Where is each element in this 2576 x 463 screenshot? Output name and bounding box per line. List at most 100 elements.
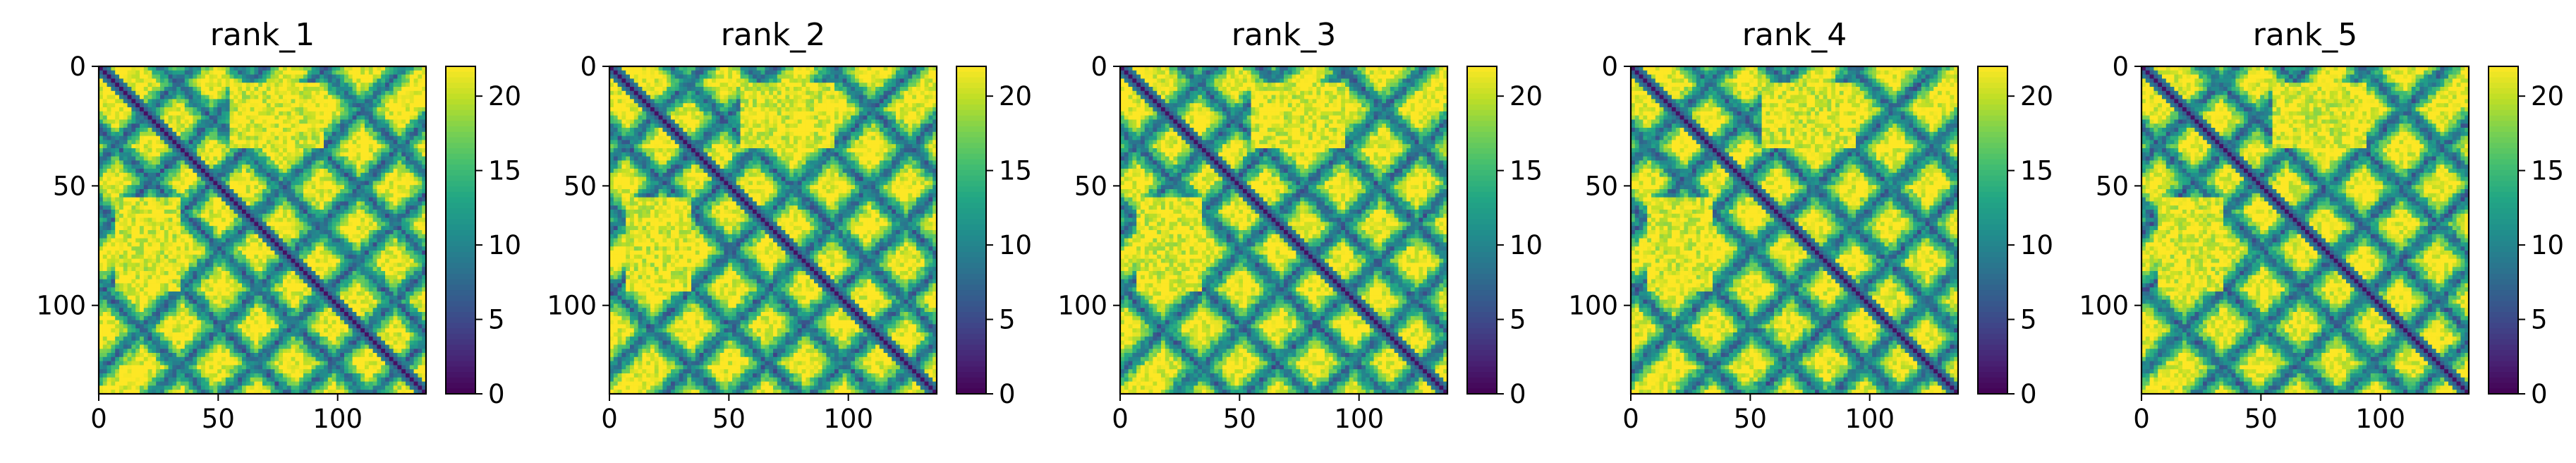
heatmap-cell — [131, 189, 136, 194]
heatmap-cell — [168, 74, 173, 79]
heatmap-cell — [389, 136, 394, 140]
heatmap-cell — [127, 210, 132, 215]
heatmap-cell — [291, 172, 296, 178]
heatmap-cell — [107, 172, 111, 178]
heatmap-cell — [225, 226, 231, 231]
heatmap-cell — [327, 169, 333, 174]
heatmap-cell — [381, 156, 386, 161]
heatmap-cell — [254, 275, 259, 280]
heatmap-cell — [356, 176, 361, 181]
heatmap-cell — [283, 267, 288, 272]
heatmap-cell — [409, 271, 415, 276]
heatmap-cell — [279, 234, 284, 239]
heatmap-cell — [140, 103, 145, 108]
heatmap-cell — [111, 246, 116, 251]
heatmap-cell — [193, 210, 198, 215]
heatmap-cell — [229, 189, 234, 194]
heatmap-cell — [344, 124, 349, 128]
heatmap-cell — [348, 78, 353, 83]
heatmap-cell — [307, 131, 312, 137]
heatmap-cell — [307, 291, 312, 296]
heatmap-cell — [381, 103, 386, 108]
heatmap-cell — [340, 246, 345, 251]
heatmap-cell — [205, 169, 210, 174]
heatmap-cell — [229, 193, 234, 198]
heatmap-cell — [197, 99, 202, 104]
heatmap-cell — [184, 78, 190, 83]
heatmap-cell — [336, 230, 341, 235]
heatmap-cell — [381, 128, 386, 133]
heatmap-cell — [164, 295, 169, 301]
heatmap-cell — [389, 267, 394, 272]
heatmap-cell — [242, 238, 247, 243]
heatmap-cell — [262, 205, 267, 210]
heatmap-cell — [303, 234, 308, 239]
heatmap-cell — [340, 107, 345, 112]
heatmap-cell — [184, 131, 190, 137]
heatmap-cell — [135, 271, 140, 276]
heatmap-cell — [135, 83, 140, 88]
heatmap-cell — [168, 205, 173, 210]
heatmap-cell — [393, 226, 398, 231]
heatmap-cell — [115, 83, 120, 88]
heatmap-cell — [225, 263, 231, 267]
heatmap-cell — [262, 217, 267, 222]
heatmap-cell — [184, 295, 190, 301]
heatmap-cell — [311, 193, 316, 198]
heatmap-cell — [135, 103, 140, 108]
heatmap-cell — [172, 230, 177, 235]
heatmap-cell — [135, 291, 140, 296]
heatmap-cell — [245, 172, 251, 178]
heatmap-cell — [320, 315, 324, 321]
heatmap-cell — [356, 213, 361, 219]
heatmap-cell — [217, 144, 222, 149]
heatmap-cell — [140, 144, 145, 149]
heatmap-cell — [123, 172, 128, 178]
heatmap-cell — [274, 144, 279, 149]
heatmap-cell — [340, 315, 345, 321]
heatmap-cell — [348, 140, 353, 145]
heatmap-cell — [327, 251, 333, 255]
heatmap-cell — [217, 295, 222, 301]
heatmap-cell — [418, 303, 423, 308]
heatmap-cell — [324, 169, 329, 174]
heatmap-cell — [209, 148, 214, 153]
heatmap-cell — [99, 279, 104, 284]
heatmap-cell — [123, 131, 128, 137]
heatmap-cell — [111, 258, 116, 263]
heatmap-cell — [193, 222, 198, 227]
heatmap-cell — [356, 160, 361, 165]
heatmap-cell — [381, 83, 386, 88]
heatmap-cell — [160, 246, 165, 251]
heatmap-cell — [250, 119, 255, 124]
heatmap-cell — [336, 99, 341, 104]
heatmap-cell — [283, 140, 288, 145]
heatmap-cell — [201, 222, 206, 227]
heatmap-cell — [360, 295, 365, 301]
heatmap-cell — [213, 95, 218, 100]
heatmap-cell — [393, 181, 398, 186]
heatmap-cell — [315, 275, 320, 280]
heatmap-cell — [201, 254, 206, 260]
heatmap-cell — [372, 164, 377, 169]
heatmap-cell — [254, 148, 259, 153]
heatmap-cell — [262, 315, 267, 321]
heatmap-cell — [336, 205, 341, 210]
heatmap-cell — [286, 70, 292, 76]
heatmap-cell — [413, 222, 418, 227]
heatmap-cell — [254, 242, 259, 247]
heatmap-cell — [406, 246, 411, 251]
heatmap-cell — [160, 279, 165, 284]
heatmap-cell — [274, 160, 279, 165]
heatmap-cell — [385, 234, 390, 239]
heatmap-cell — [262, 213, 267, 219]
heatmap-cell — [229, 103, 234, 108]
heatmap-cell — [336, 95, 341, 100]
heatmap-cell — [197, 119, 202, 124]
heatmap-cell — [307, 254, 312, 260]
heatmap-cell — [160, 312, 165, 317]
heatmap-cell — [188, 226, 193, 231]
heatmap-cell — [160, 152, 165, 157]
heatmap-cell — [229, 87, 234, 92]
heatmap-cell — [372, 70, 377, 76]
